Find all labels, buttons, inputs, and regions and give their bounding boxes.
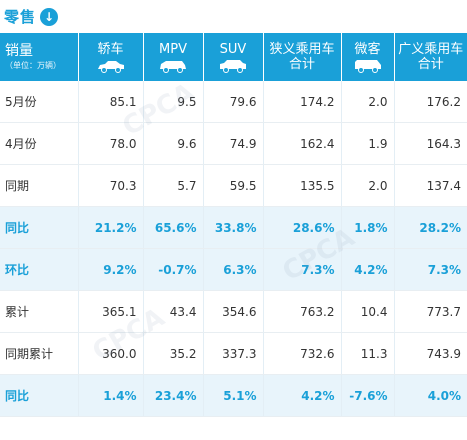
row-label: 4月份 [0,122,79,165]
table-cell: 135.5 [263,164,342,207]
circle-down-arrow-icon[interactable]: ↓ [40,7,59,26]
header-cell-mpv: MPV [143,33,204,81]
header-label-narrow-total-line1: 狭义乘用车 [269,42,335,57]
table-cell: 10.4 [341,290,395,333]
header-cell-suv: SUV [203,33,264,81]
header-cell-metric: 销量 （单位：万辆） [0,33,79,81]
suv-icon [220,59,246,73]
sedan-icon [97,60,124,73]
table-cell: 164.3 [394,122,467,165]
table-cell: 11.3 [341,332,395,375]
table-cell: 74.9 [203,122,264,165]
row-label: 环比 [0,248,79,291]
row-label: 同比 [0,206,79,249]
table-row: 同期累计 360.0 35.2 337.3 732.6 11.3 743.9 [0,332,467,375]
table-cell: 59.5 [203,164,264,207]
table-cell: 2.0 [341,81,395,123]
table-body: 5月份 85.1 9.5 79.6 174.2 2.0 176.2 4月份 78.0 9.6 74.… [0,81,467,417]
table-cell: 4.2% [341,248,395,291]
table-cell: 9.6 [143,122,204,165]
row-label: 同期累计 [0,332,79,375]
table-row: 同期 70.3 5.7 59.5 135.5 2.0 137.4 [0,164,467,207]
table-cell: 1.8% [341,206,395,249]
table-cell: 763.2 [263,290,342,333]
table-row: 同比 1.4% 23.4% 5.1% 4.2% -7.6% 4.0% [0,374,467,417]
row-label: 同比 [0,374,79,417]
header-label-sedan: 轿车 [97,41,124,57]
table-cell: 6.3% [203,248,264,291]
table-cell: 43.4 [143,290,204,333]
table-row: 累计 365.1 43.4 354.6 763.2 10.4 773.7 [0,290,467,333]
table-cell: 2.0 [341,164,395,207]
table-cell: 21.2% [78,206,144,249]
table-cell: 4.0% [394,374,467,417]
table-cell: 85.1 [78,81,144,123]
table-cell: 28.6% [263,206,342,249]
row-label: 累计 [0,290,79,333]
table-cell: 70.3 [78,164,144,207]
table-row: 同比 21.2% 65.6% 33.8% 28.6% 1.8% 28.2% [0,206,467,249]
page-title: 零售 [4,8,37,26]
header-cell-sedan: 轿车 [78,33,144,81]
table-cell: 33.8% [203,206,264,249]
header-unit-label: （单位：万辆） [5,60,61,70]
table-cell: 732.6 [263,332,342,375]
table-cell: 743.9 [394,332,467,375]
table-cell: 79.6 [203,81,264,123]
mpv-icon [160,60,186,73]
table-cell: 28.2% [394,206,467,249]
table-cell: 1.9 [341,122,395,165]
table-cell: 176.2 [394,81,467,123]
table-cell: 365.1 [78,290,144,333]
header-label-minivan: 微客 [354,41,381,57]
table-cell: -0.7% [143,248,204,291]
table-cell: 9.5 [143,81,204,123]
header-cell-minivan: 微客 [341,33,395,81]
table-cell: 337.3 [203,332,264,375]
header-label-narrow-total-line2: 合计 [288,57,315,72]
minivan-icon [354,59,381,73]
table-cell: 4.2% [263,374,342,417]
table-cell: 162.4 [263,122,342,165]
table-cell: 1.4% [78,374,144,417]
table-cell: 174.2 [263,81,342,123]
row-label: 同期 [0,164,79,207]
table-cell: 360.0 [78,332,144,375]
table-cell: 5.1% [203,374,264,417]
header-cell-narrow-total: 狭义乘用车 合计 [263,33,342,81]
table-row: 环比 9.2% -0.7% 6.3% 7.3% 4.2% 7.3% [0,248,467,291]
table-cell: 35.2 [143,332,204,375]
table-cell: 78.0 [78,122,144,165]
table-row: 5月份 85.1 9.5 79.6 174.2 2.0 176.2 [0,81,467,123]
table-cell: 773.7 [394,290,467,333]
table-cell: 9.2% [78,248,144,291]
header-label-broad-total-line1: 广义乘用车 [398,42,464,57]
row-label: 5月份 [0,81,79,123]
table-cell: 23.4% [143,374,204,417]
table-cell: 5.7 [143,164,204,207]
table-cell: 354.6 [203,290,264,333]
table-row: 4月份 78.0 9.6 74.9 162.4 1.9 164.3 [0,122,467,165]
header-label-metric: 销量 [5,42,33,59]
table-cell: -7.6% [341,374,395,417]
header-label-mpv: MPV [159,41,187,57]
header-cell-broad-total: 广义乘用车 合计 [394,33,467,81]
table-cell: 65.6% [143,206,204,249]
header-label-broad-total-line2: 合计 [417,57,444,72]
title-row: 零售 ↓ [0,0,467,33]
header-label-suv: SUV [219,41,247,57]
sales-table: 销量 （单位：万辆） 轿车 MPV [0,33,467,417]
table-cell: 137.4 [394,164,467,207]
table-cell: 7.3% [263,248,342,291]
table-header: 销量 （单位：万辆） 轿车 MPV [0,33,467,81]
table-cell: 7.3% [394,248,467,291]
